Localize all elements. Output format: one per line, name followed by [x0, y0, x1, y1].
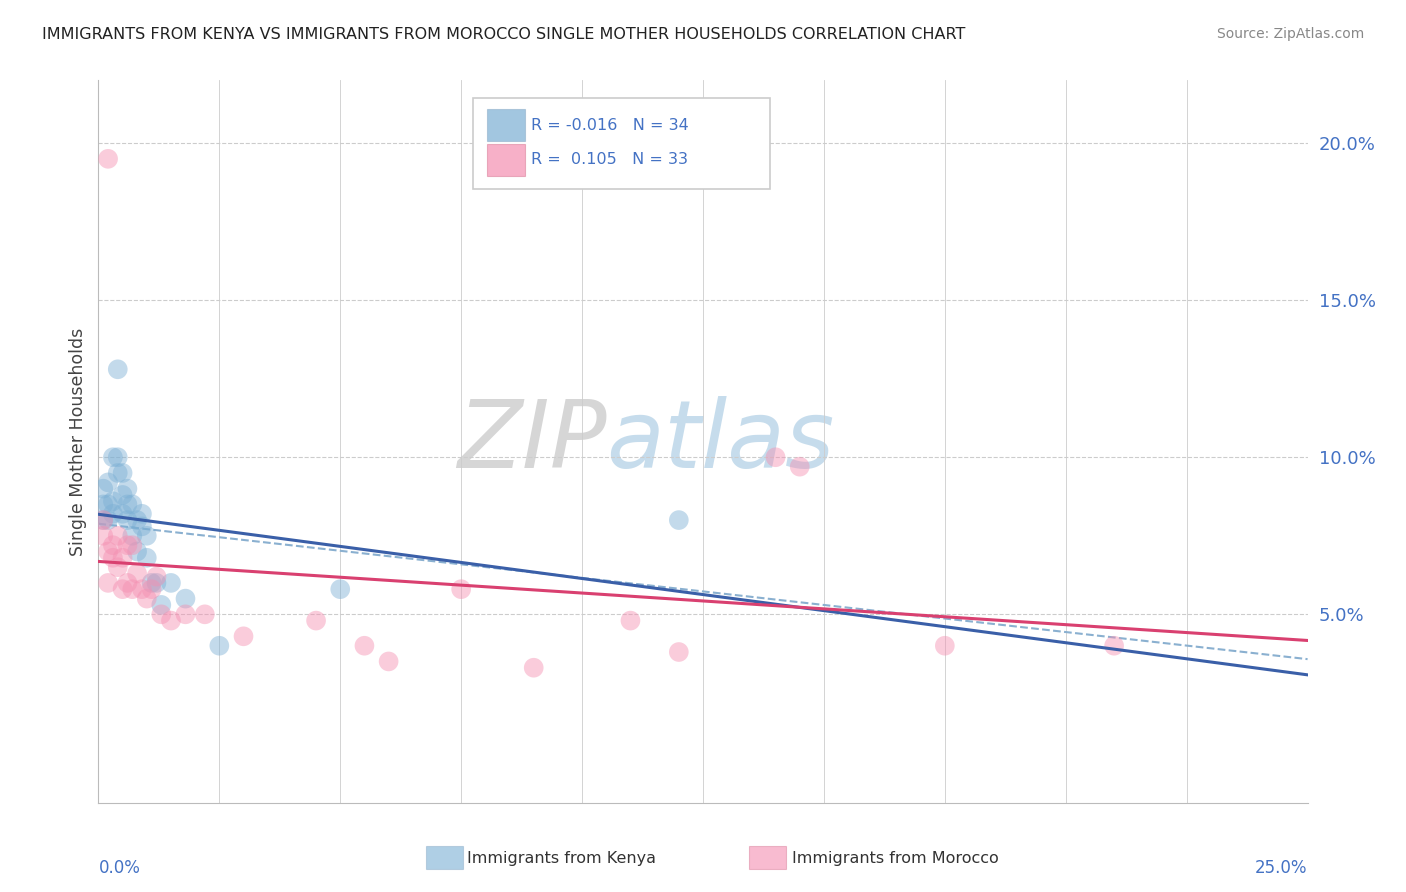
Point: [194, 607, 217, 622]
Point: [111, 550, 134, 565]
Point: [668, 645, 690, 659]
Point: [135, 550, 157, 565]
Point: [111, 466, 134, 480]
Point: [97, 513, 120, 527]
Point: [377, 655, 399, 669]
Point: [131, 519, 153, 533]
Point: [111, 582, 134, 597]
Point: [117, 482, 139, 496]
Point: [121, 538, 143, 552]
Point: [765, 450, 787, 465]
Point: [160, 575, 183, 590]
Point: [107, 560, 129, 574]
Point: [97, 475, 120, 490]
Point: [107, 529, 129, 543]
FancyBboxPatch shape: [486, 144, 526, 176]
Point: [523, 661, 546, 675]
Point: [160, 614, 183, 628]
Point: [91, 497, 114, 511]
Point: [117, 497, 139, 511]
Point: [91, 513, 114, 527]
Point: [121, 497, 143, 511]
Point: [107, 362, 129, 376]
Point: [101, 507, 124, 521]
Point: [145, 569, 167, 583]
Point: [619, 614, 641, 628]
Point: [450, 582, 472, 597]
Point: [127, 566, 149, 581]
Point: [789, 459, 811, 474]
Point: [101, 494, 124, 508]
Point: [91, 513, 114, 527]
Point: [668, 513, 690, 527]
Point: [305, 614, 328, 628]
Point: [127, 544, 149, 558]
Text: IMMIGRANTS FROM KENYA VS IMMIGRANTS FROM MOROCCO SINGLE MOTHER HOUSEHOLDS CORREL: IMMIGRANTS FROM KENYA VS IMMIGRANTS FROM…: [42, 27, 966, 42]
Y-axis label: Single Mother Households: Single Mother Households: [69, 327, 87, 556]
Text: ZIP: ZIP: [457, 396, 606, 487]
Point: [101, 550, 124, 565]
Text: 0.0%: 0.0%: [98, 859, 141, 878]
Text: atlas: atlas: [606, 396, 835, 487]
Point: [131, 582, 153, 597]
Point: [135, 591, 157, 606]
Text: R =  0.105   N = 33: R = 0.105 N = 33: [531, 153, 689, 168]
Text: Immigrants from Kenya: Immigrants from Kenya: [467, 851, 655, 865]
Point: [111, 507, 134, 521]
Point: [97, 152, 120, 166]
Point: [232, 629, 254, 643]
Point: [141, 575, 163, 590]
Point: [208, 639, 231, 653]
Point: [91, 529, 114, 543]
Point: [121, 529, 143, 543]
Point: [101, 450, 124, 465]
Point: [97, 497, 120, 511]
Point: [353, 639, 375, 653]
Point: [107, 450, 129, 465]
Point: [117, 575, 139, 590]
Point: [131, 507, 153, 521]
Point: [111, 488, 134, 502]
Point: [934, 639, 956, 653]
Text: 25.0%: 25.0%: [1256, 859, 1308, 878]
Point: [174, 591, 197, 606]
Point: [1102, 639, 1125, 653]
Point: [150, 607, 173, 622]
Point: [107, 466, 129, 480]
Point: [97, 575, 120, 590]
Point: [141, 582, 163, 597]
Point: [91, 482, 114, 496]
Text: Source: ZipAtlas.com: Source: ZipAtlas.com: [1216, 27, 1364, 41]
FancyBboxPatch shape: [486, 109, 526, 141]
Point: [329, 582, 352, 597]
Point: [145, 575, 167, 590]
Point: [101, 538, 124, 552]
FancyBboxPatch shape: [474, 98, 769, 189]
Point: [97, 544, 120, 558]
Point: [117, 513, 139, 527]
Point: [150, 598, 173, 612]
Point: [121, 582, 143, 597]
Point: [117, 538, 139, 552]
Point: [135, 529, 157, 543]
Point: [127, 513, 149, 527]
Text: R = -0.016   N = 34: R = -0.016 N = 34: [531, 118, 689, 133]
Point: [174, 607, 197, 622]
Text: Immigrants from Morocco: Immigrants from Morocco: [792, 851, 998, 865]
